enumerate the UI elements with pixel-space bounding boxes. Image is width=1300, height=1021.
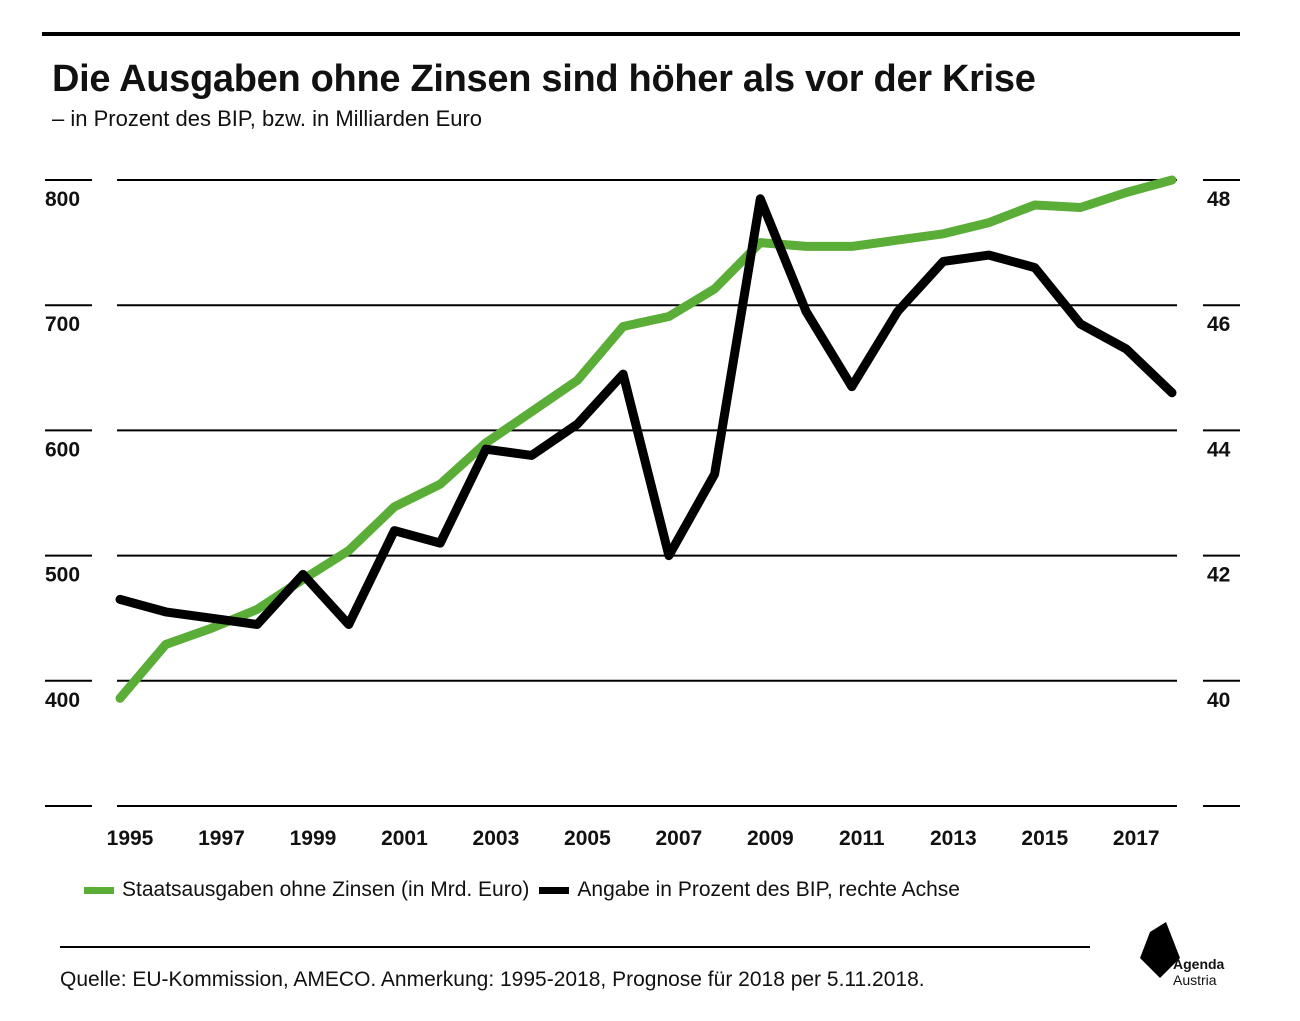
legend: Staatsausgaben ohne Zinsen (in Mrd. Euro… [84, 878, 970, 902]
chart-subtitle: – in Prozent des BIP, bzw. in Milliarden… [52, 106, 483, 131]
y-axis-right: 40 42 44 46 48 [1207, 188, 1231, 712]
x-tick-label: 1997 [198, 827, 245, 850]
logo-text-austria: Austria [1173, 972, 1217, 988]
x-tick-label: 2015 [1021, 827, 1068, 850]
y-right-tick-label: 46 [1207, 313, 1230, 336]
legend-swatch-green [84, 886, 114, 894]
x-tick-label: 2003 [473, 827, 520, 850]
x-tick-label: 2017 [1113, 827, 1160, 850]
legend-item-black: Angabe in Prozent des BIP, rechte Achse [539, 878, 960, 902]
bottom-rule [60, 946, 1090, 948]
y-right-tick-label: 40 [1207, 689, 1230, 712]
y-left-tick-label: 700 [45, 313, 80, 336]
legend-label-black: Angabe in Prozent des BIP, rechte Achse [577, 878, 960, 901]
x-tick-label: 2005 [564, 827, 611, 850]
series-lines [115, 175, 1177, 703]
x-tick-label: 2013 [930, 827, 977, 850]
legend-item-green: Staatsausgaben ohne Zinsen (in Mrd. Euro… [84, 878, 529, 902]
series-line-percent-bip [115, 194, 1177, 629]
x-tick-label: 2009 [747, 827, 794, 850]
y-right-tick-label: 48 [1207, 188, 1231, 211]
x-tick-label: 2011 [839, 827, 885, 850]
legend-label-green: Staatsausgaben ohne Zinsen (in Mrd. Euro… [122, 878, 530, 901]
x-tick-label: 2001 [381, 827, 428, 850]
x-axis: 1995 1997 1999 2001 2003 2005 2007 2009 2011 2013… [107, 827, 1160, 850]
logo-text-agenda: Agenda [1173, 956, 1225, 972]
source-note: Quelle: EU-Kommission, AMECO. Anmerkung:… [60, 968, 925, 991]
x-tick-label: 1995 [107, 827, 154, 850]
gridlines [45, 179, 1240, 807]
y-left-tick-label: 600 [45, 438, 80, 461]
x-tick-label: 2007 [656, 827, 703, 850]
agenda-austria-logo-icon [1140, 922, 1180, 978]
legend-swatch-black [539, 886, 570, 894]
y-right-tick-label: 42 [1207, 564, 1230, 587]
y-left-tick-label: 400 [45, 689, 80, 712]
y-right-tick-label: 44 [1207, 438, 1231, 461]
x-tick-label: 1999 [290, 827, 337, 850]
chart-title: Die Ausgaben ohne Zinsen sind höher als … [52, 58, 1036, 100]
top-rule [42, 32, 1240, 36]
y-left-tick-label: 500 [45, 564, 80, 587]
y-axis-left: 400 500 600 700 800 [45, 188, 80, 712]
y-left-tick-label: 800 [45, 188, 80, 211]
